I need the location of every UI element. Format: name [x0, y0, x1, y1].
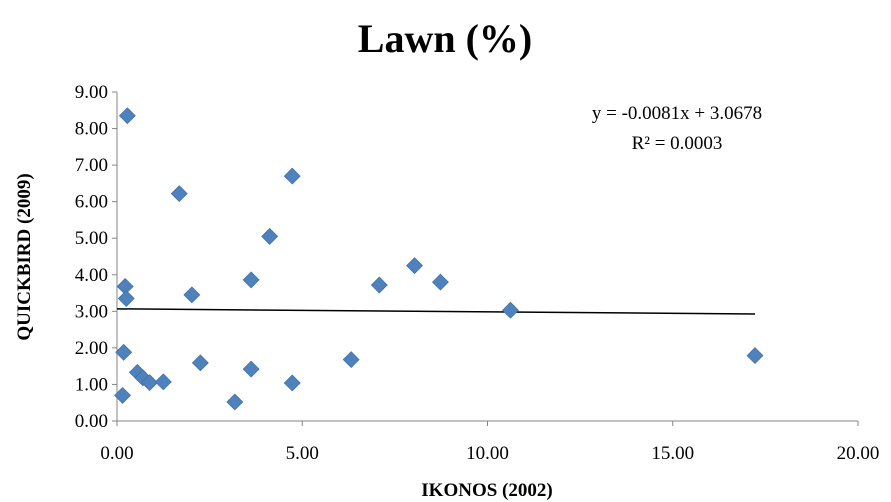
- y-tick-label: 3.00: [75, 301, 108, 322]
- data-point: [746, 347, 764, 364]
- x-axis-title: IKONOS (2002): [421, 480, 552, 501]
- data-point: [117, 290, 135, 307]
- data-point: [432, 273, 449, 291]
- data-point: [170, 185, 188, 203]
- data-point: [283, 374, 301, 392]
- data-point: [370, 276, 388, 294]
- data-point: [183, 286, 201, 304]
- x-tick-label: 0.00: [100, 443, 133, 464]
- y-tick-label: 0.00: [75, 411, 108, 432]
- y-axis-title: QUICKBIRD (2009): [14, 173, 35, 340]
- trendline-equation: y = -0.0081x + 3.0678: [592, 103, 762, 124]
- data-point: [118, 107, 136, 125]
- chart-title: Lawn (%): [358, 16, 532, 61]
- y-tick-label: 8.00: [75, 119, 108, 140]
- trendline: [116, 308, 756, 315]
- y-tick-label: 6.00: [75, 192, 108, 213]
- y-tick-label: 4.00: [75, 265, 108, 286]
- data-point: [502, 301, 519, 319]
- data-point: [141, 374, 159, 392]
- data-point: [406, 257, 423, 275]
- y-tick-label: 9.00: [75, 82, 108, 103]
- data-point: [242, 271, 260, 289]
- x-tick-label: 20.00: [837, 443, 880, 464]
- data-point: [342, 351, 360, 369]
- x-axis-ticks: 0.00 5.00 10.00 15.00 20.00: [100, 421, 879, 464]
- y-tick-label: 2.00: [75, 338, 108, 359]
- data-point: [283, 167, 301, 185]
- y-tick-label: 1.00: [75, 374, 108, 395]
- trendline-r-squared: R² = 0.0003: [632, 133, 723, 154]
- x-tick-label: 15.00: [651, 443, 694, 464]
- data-point: [191, 354, 209, 372]
- x-tick-label: 10.00: [466, 443, 509, 464]
- y-axis-ticks: 0.00 1.00 2.00 3.00 4.00 5.00 6.00 7.00 8.00 9.00: [75, 82, 117, 432]
- data-points: [114, 107, 764, 411]
- data-point: [115, 343, 133, 361]
- y-tick-label: 5.00: [75, 228, 108, 249]
- data-point: [261, 227, 279, 245]
- data-point: [114, 386, 131, 404]
- x-tick-label: 5.00: [286, 443, 319, 464]
- data-point: [226, 393, 244, 411]
- data-point: [154, 373, 172, 391]
- y-tick-label: 7.00: [75, 155, 108, 176]
- data-point: [242, 360, 260, 378]
